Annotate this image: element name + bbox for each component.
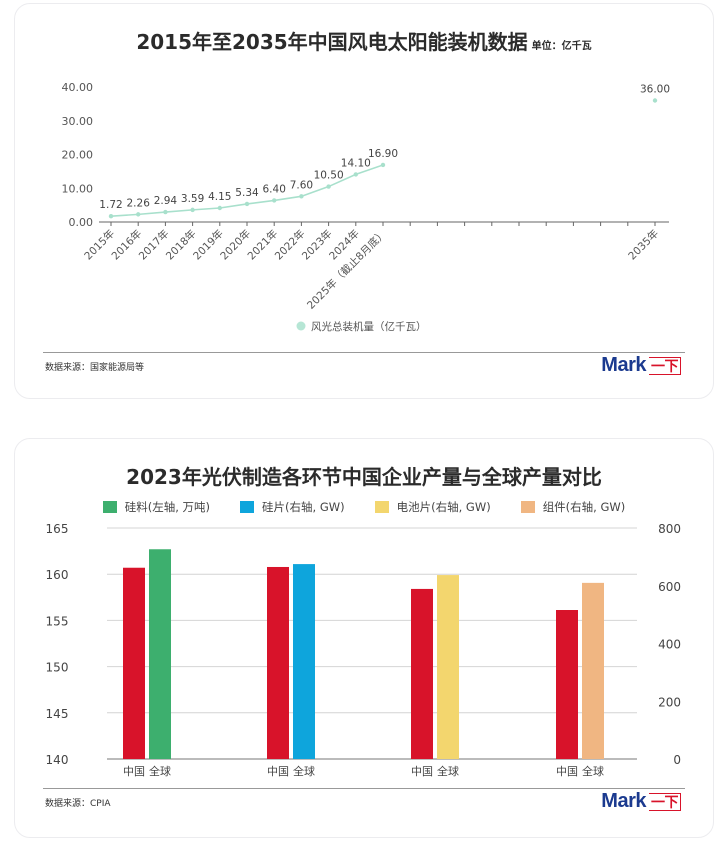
footer-divider <box>43 352 685 353</box>
y-tick-label: 10.00 <box>62 182 94 195</box>
y-tick-label: 20.00 <box>62 149 94 162</box>
data-label: 1.72 <box>99 199 122 211</box>
bar-group-硅料: 中国 全球 <box>123 549 171 778</box>
legend-item[interactable]: 风光总装机量（亿千瓦） <box>296 320 427 333</box>
bar-china[interactable] <box>267 566 289 759</box>
bar-group-硅片: 中国 全球 <box>267 564 315 778</box>
data-point[interactable] <box>163 209 168 215</box>
bar-chart: 1401451501551601650200400600800中国 全球 中国 全球中… <box>46 522 681 778</box>
data-point[interactable] <box>108 213 114 219</box>
x-category-label: 全球 <box>293 764 315 778</box>
logo-suffix: 一下 <box>649 792 681 811</box>
legend-item[interactable]: 电池片(右轴, GW) <box>374 499 491 515</box>
mark-logo: Mark 一下 <box>601 354 681 377</box>
legend-swatch-icon <box>240 501 255 513</box>
legend-label: 电池片(右轴, GW) <box>396 500 491 514</box>
data-label: 3.59 <box>181 193 204 205</box>
x-tick-label: 2035年 <box>626 227 662 263</box>
data-label: 5.34 <box>235 187 259 199</box>
x-category-label: 中国 <box>411 765 433 778</box>
data-label: 2.26 <box>127 197 151 209</box>
bar-global[interactable] <box>149 549 171 759</box>
left-y-tick-label: 160 <box>46 568 69 582</box>
legend-swatch-icon <box>520 501 535 513</box>
x-category-label: 全球 <box>149 764 171 778</box>
data-label: 36.00 <box>640 84 670 96</box>
data-point[interactable] <box>326 184 331 189</box>
legend-label: 风光总装机量（亿千瓦） <box>311 320 427 333</box>
installed-capacity-chart-card: 2015年至2035年中国风电太阳能装机数据 单位：亿千瓦 0.00 10.00 20… <box>14 3 714 399</box>
data-point[interactable] <box>652 98 658 103</box>
y-tick-label: 30.00 <box>62 115 94 128</box>
x-category-label: 中国 <box>556 765 578 778</box>
right-y-tick-label: 600 <box>658 580 681 594</box>
data-point[interactable] <box>299 194 304 199</box>
legend-swatch-icon <box>374 501 389 513</box>
legend-label: 硅片(右轴, GW) <box>262 500 345 514</box>
left-y-tick-label: 150 <box>46 661 69 675</box>
data-label: 2.94 <box>154 195 178 207</box>
legend-item[interactable]: 组件(右轴, GW) <box>520 499 626 515</box>
data-label: 16.90 <box>368 148 398 160</box>
bar-china[interactable] <box>411 588 433 759</box>
data-label: 7.60 <box>290 179 313 191</box>
data-source: 数据来源：国家能源局等 <box>45 363 145 373</box>
data-point[interactable] <box>272 198 277 203</box>
chart-legend: 硅料(左轴, 万吨) 硅片(右轴, GW) 电池片(右轴, GW) 组件(右轴, GW… <box>15 499 713 515</box>
x-category-label: 中国 <box>123 765 145 778</box>
data-label: 10.50 <box>314 170 344 182</box>
data-label: 6.40 <box>263 183 286 195</box>
right-y-tick-label: 200 <box>658 695 681 709</box>
right-y-tick-label: 0 <box>673 753 681 767</box>
left-y-tick-label: 165 <box>46 522 69 536</box>
y-tick-label: 40.00 <box>62 81 94 94</box>
legend-label: 组件(右轴, GW) <box>542 500 626 514</box>
bar-china[interactable] <box>556 610 578 759</box>
legend-label: 硅料(左轴, 万吨) <box>124 500 211 514</box>
y-tick-label: 0.00 <box>69 216 94 229</box>
data-point[interactable] <box>380 162 386 168</box>
chart-title: 2023年光伏制造各环节中国企业产量与全球产量对比 <box>126 465 602 489</box>
x-category-label: 全球 <box>582 764 604 778</box>
bar-global[interactable] <box>437 575 459 759</box>
bar-group-电池片: 中国 全球 <box>411 575 459 778</box>
bar-group-组件: 中国 全球 <box>556 582 604 778</box>
left-y-tick-label: 155 <box>46 614 69 628</box>
data-label: 14.10 <box>341 157 371 169</box>
chart-title: 2015年至2035年中国风电太阳能装机数据 单位：亿千瓦 <box>15 26 713 55</box>
x-category-label: 中国 <box>267 765 289 778</box>
data-source: 数据来源：CPIA <box>45 799 111 809</box>
bar-global[interactable] <box>582 582 604 759</box>
x-category-label: 全球 <box>437 764 459 778</box>
legend-swatch-icon <box>102 501 117 513</box>
title-text: 2015年至2035年中国风电太阳能装机数据 <box>136 30 528 54</box>
unit-label: 单位：亿千瓦 <box>531 41 592 52</box>
left-y-tick-label: 140 <box>46 753 69 767</box>
line-chart: 0.0010.0020.0030.0040.002015年2016年2017年2… <box>62 81 671 333</box>
data-point[interactable] <box>353 172 358 177</box>
data-point[interactable] <box>190 207 195 213</box>
left-y-tick-label: 145 <box>46 707 69 721</box>
data-point[interactable] <box>244 201 250 207</box>
bar-global[interactable] <box>293 564 315 759</box>
right-y-tick-label: 400 <box>658 638 681 652</box>
legend-item[interactable]: 硅片(右轴, GW) <box>240 499 345 515</box>
bar-china[interactable] <box>123 567 145 759</box>
right-y-tick-label: 800 <box>658 522 681 536</box>
footer-divider <box>43 788 685 789</box>
mark-logo: Mark 一下 <box>601 790 681 813</box>
logo-text: Mark <box>601 354 646 376</box>
data-point[interactable] <box>136 212 141 217</box>
logo-suffix: 一下 <box>649 356 681 375</box>
data-point[interactable] <box>217 205 222 211</box>
logo-text: Mark <box>601 790 646 812</box>
legend-item[interactable]: 硅料(左轴, 万吨) <box>102 499 211 515</box>
legend-marker-icon <box>296 321 306 331</box>
data-label: 4.15 <box>208 191 231 203</box>
pv-production-chart-card: 2023年光伏制造各环节中国企业产量与全球产量对比 硅料(左轴, 万吨) 硅片(右… <box>14 438 714 838</box>
